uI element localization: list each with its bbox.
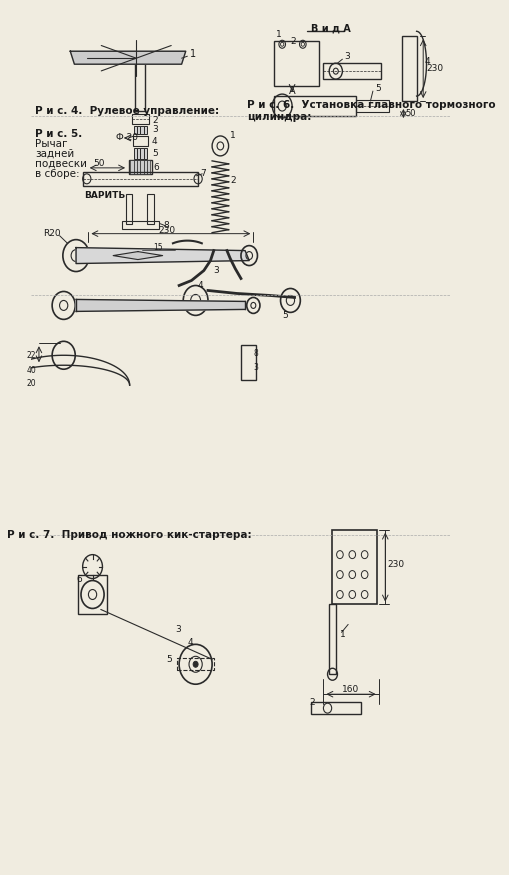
Polygon shape xyxy=(76,299,245,311)
Text: 3: 3 xyxy=(152,125,158,135)
Bar xyxy=(82,172,198,186)
Bar xyxy=(140,126,144,134)
Text: 230: 230 xyxy=(158,226,175,235)
Text: 8: 8 xyxy=(253,349,258,358)
Bar xyxy=(274,96,356,116)
Polygon shape xyxy=(113,252,163,260)
Bar xyxy=(144,160,147,174)
Text: 1: 1 xyxy=(230,131,236,141)
Bar xyxy=(274,41,319,86)
Bar xyxy=(135,56,145,111)
Text: 230: 230 xyxy=(388,560,405,569)
Bar xyxy=(126,193,132,224)
Bar xyxy=(323,63,381,79)
Bar xyxy=(147,160,150,174)
Text: 3: 3 xyxy=(214,266,219,275)
Text: 3: 3 xyxy=(344,52,350,60)
Bar xyxy=(137,148,140,159)
Text: 4: 4 xyxy=(425,57,431,66)
Text: Р и с. 6.  Установка главного тормозного
цилиндра:: Р и с. 6. Установка главного тормозного … xyxy=(247,101,495,122)
Text: 5: 5 xyxy=(167,654,173,664)
Text: 6: 6 xyxy=(76,575,82,584)
Bar xyxy=(402,36,416,102)
Text: 5: 5 xyxy=(375,84,381,93)
Bar xyxy=(332,529,377,605)
Text: 15: 15 xyxy=(154,243,163,252)
Text: в сборе:: в сборе: xyxy=(35,169,79,178)
Circle shape xyxy=(193,662,198,668)
Text: Ф 20: Ф 20 xyxy=(116,134,137,143)
Text: 22: 22 xyxy=(27,351,36,360)
Bar xyxy=(134,160,137,174)
Text: 1: 1 xyxy=(340,630,346,639)
Bar xyxy=(133,136,148,146)
Bar xyxy=(129,160,152,174)
Text: Р и с. 7.  Привод ножного кик-стартера:: Р и с. 7. Привод ножного кик-стартера: xyxy=(7,529,252,540)
Bar xyxy=(137,126,140,134)
Text: 2: 2 xyxy=(291,37,296,46)
Text: 8: 8 xyxy=(163,221,169,230)
Text: 4: 4 xyxy=(187,638,193,647)
Text: ВАРИТЬ: ВАРИТЬ xyxy=(84,192,126,200)
Bar xyxy=(140,160,144,174)
Text: В и д А: В и д А xyxy=(311,24,351,33)
Text: 1: 1 xyxy=(190,49,196,60)
Bar xyxy=(134,148,137,159)
Text: 5: 5 xyxy=(282,311,288,320)
Bar xyxy=(140,148,144,159)
Text: 230: 230 xyxy=(427,64,444,73)
Bar xyxy=(178,658,214,670)
Polygon shape xyxy=(70,52,186,64)
Polygon shape xyxy=(76,248,249,263)
Text: 2: 2 xyxy=(152,116,158,124)
Bar xyxy=(147,193,154,224)
Text: задней: задней xyxy=(35,149,74,159)
Text: 1: 1 xyxy=(275,30,281,38)
Text: 5: 5 xyxy=(152,150,158,158)
Text: 7: 7 xyxy=(200,170,206,178)
Bar xyxy=(311,702,360,714)
Text: 2: 2 xyxy=(230,177,236,185)
Bar xyxy=(134,126,137,134)
Text: подвески: подвески xyxy=(35,159,87,169)
Text: A: A xyxy=(289,86,295,96)
Bar xyxy=(144,126,147,134)
Text: 50: 50 xyxy=(93,159,105,168)
Bar xyxy=(122,220,159,228)
Bar xyxy=(144,148,147,159)
Text: 3: 3 xyxy=(253,363,258,372)
Bar xyxy=(137,160,140,174)
Text: Рычаг: Рычаг xyxy=(35,139,67,149)
Bar xyxy=(241,346,256,380)
Text: 50: 50 xyxy=(405,108,415,117)
Bar xyxy=(132,114,149,124)
Text: 4: 4 xyxy=(152,137,158,146)
Text: 2: 2 xyxy=(309,697,315,707)
Text: Р и с. 5.: Р и с. 5. xyxy=(35,129,82,139)
Text: 40: 40 xyxy=(26,366,37,374)
Bar xyxy=(130,160,134,174)
Text: R20: R20 xyxy=(43,229,61,238)
Bar xyxy=(78,575,107,614)
Text: Р и с. 4.  Рулевое управление:: Р и с. 4. Рулевое управление: xyxy=(35,106,219,116)
Text: 160: 160 xyxy=(342,685,359,694)
Text: 20: 20 xyxy=(26,379,36,388)
Text: 4: 4 xyxy=(197,281,203,290)
Text: 6: 6 xyxy=(154,164,159,172)
Bar xyxy=(329,605,336,675)
Bar xyxy=(356,100,389,112)
Text: 3: 3 xyxy=(175,625,181,634)
